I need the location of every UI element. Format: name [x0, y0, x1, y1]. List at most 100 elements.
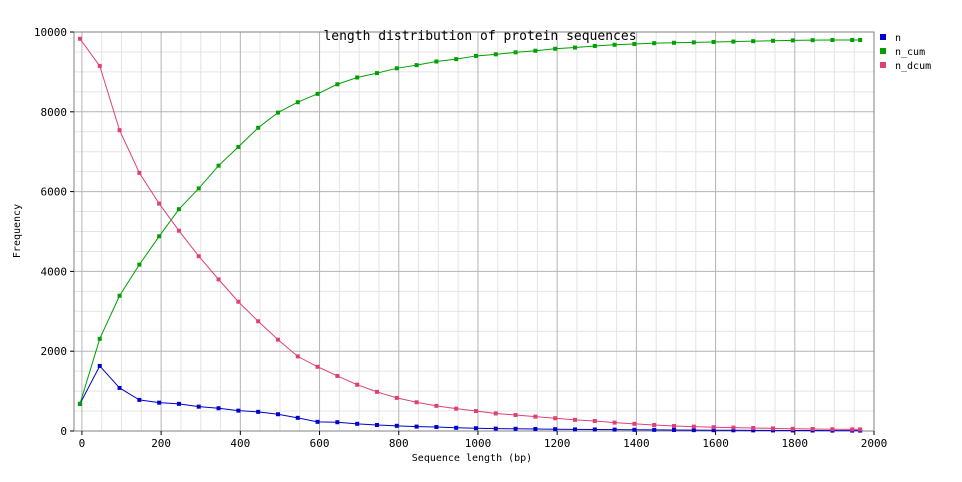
x-tick-label: 1400 [623, 437, 650, 450]
data-point [473, 426, 478, 431]
data-point [236, 408, 241, 413]
data-point [473, 409, 478, 414]
x-axis-label: Sequence length (bp) [412, 453, 532, 464]
y-tick-label: 10000 [34, 26, 67, 39]
data-point [374, 389, 379, 394]
x-tick-label: 1000 [465, 437, 492, 450]
x-tick-label: 400 [230, 437, 250, 450]
data-point [77, 36, 82, 41]
data-point [335, 373, 340, 378]
data-point [295, 415, 300, 420]
data-point [335, 420, 340, 425]
data-point [652, 427, 657, 432]
data-point [414, 424, 419, 429]
data-point [394, 423, 399, 428]
data-point [454, 425, 459, 430]
data-point [117, 293, 122, 298]
series-n_cum [77, 37, 863, 406]
data-point [355, 421, 360, 426]
data-point [196, 404, 201, 409]
data-point [157, 201, 162, 206]
x-tick-label: 1600 [702, 437, 729, 450]
data-point [473, 53, 478, 58]
data-point [711, 39, 716, 44]
data-point [454, 406, 459, 411]
y-axis-label: Frequency [12, 204, 23, 258]
data-point [176, 228, 181, 233]
data-point [632, 427, 637, 432]
data-point [97, 363, 102, 368]
y-tick-label: 6000 [41, 186, 68, 199]
y-tick-label: 8000 [41, 106, 68, 119]
data-point [513, 50, 518, 55]
legend-label: n_cum [895, 47, 925, 58]
data-point [553, 427, 558, 432]
data-point [711, 425, 716, 430]
data-point [275, 337, 280, 342]
data-point [434, 403, 439, 408]
data-point [810, 38, 815, 43]
data-point [394, 395, 399, 400]
data-point [414, 400, 419, 405]
data-point [295, 354, 300, 359]
data-point [216, 163, 221, 168]
legend-label: n_dcum [895, 61, 931, 72]
data-point [117, 128, 122, 133]
x-tick-label: 1200 [544, 437, 571, 450]
data-point [572, 45, 577, 50]
data-point [176, 207, 181, 212]
data-point [216, 277, 221, 282]
data-point [858, 37, 863, 42]
data-point [196, 254, 201, 259]
data-point [592, 427, 597, 432]
legend-item-n: n [880, 33, 901, 44]
data-point [830, 427, 835, 432]
data-point [612, 427, 617, 432]
data-point [196, 186, 201, 191]
data-point [592, 43, 597, 48]
data-point [850, 427, 855, 432]
data-point [612, 42, 617, 47]
x-tick-label: 800 [389, 437, 409, 450]
legend-label: n [895, 33, 901, 44]
data-point [731, 428, 736, 433]
data-point [355, 382, 360, 387]
data-point [672, 40, 676, 45]
data-point [77, 401, 82, 406]
data-point [513, 413, 518, 418]
legend-item-n_cum: n_cum [880, 47, 925, 58]
data-point [315, 364, 320, 369]
data-point [850, 37, 855, 42]
legend-marker [880, 48, 886, 54]
data-point [790, 38, 795, 43]
plot-frame [73, 31, 875, 432]
data-point [117, 385, 122, 390]
data-point [434, 425, 439, 430]
data-point [176, 401, 181, 406]
data-point [157, 400, 162, 405]
chart-title: length distribution of protein sequences [323, 29, 636, 44]
legend-marker [880, 62, 886, 68]
y-tick-label: 4000 [41, 265, 68, 278]
data-point [691, 428, 696, 433]
data-point [97, 63, 102, 68]
data-point [275, 412, 280, 417]
data-point [454, 57, 459, 62]
data-point [553, 416, 558, 421]
legend-marker [880, 34, 886, 40]
data-point [858, 427, 863, 432]
axes: 0 200 400 600 800 1000 1200 1400 1600 1800 2000 0 20… [34, 26, 887, 450]
legend-item-n_dcum: n_dcum [880, 61, 931, 72]
data-point [830, 37, 835, 42]
data-point [374, 71, 379, 76]
data-point [771, 38, 776, 43]
data-point [672, 428, 676, 433]
y-tick-label: 2000 [41, 345, 68, 358]
data-point [295, 100, 300, 105]
data-point [137, 170, 142, 175]
data-point [256, 319, 261, 324]
data-point [157, 234, 162, 239]
data-point [632, 41, 637, 46]
data-point [275, 110, 280, 115]
